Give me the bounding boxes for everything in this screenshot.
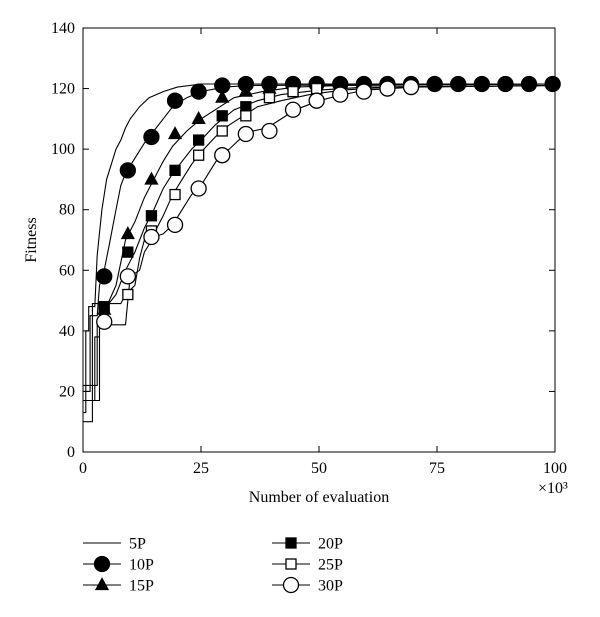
data-point-15p xyxy=(144,171,159,185)
y-tick-label: 0 xyxy=(67,444,75,461)
legend-item-10p: 10P xyxy=(83,555,154,574)
data-point-30p xyxy=(379,80,396,97)
data-point-15p xyxy=(215,89,230,103)
data-point-30p xyxy=(119,268,136,285)
data-point-25p xyxy=(169,188,181,201)
data-point-30p xyxy=(308,92,325,109)
data-point-30p xyxy=(261,122,278,140)
legend-label-20p: 20P xyxy=(318,536,343,553)
y-tick-label: 100 xyxy=(51,141,75,158)
data-point-25p xyxy=(310,82,323,95)
legend-marker-15p xyxy=(94,577,110,591)
series-line-5p xyxy=(83,83,555,414)
data-point-15p xyxy=(167,126,183,140)
legend-label-30p: 30P xyxy=(318,578,343,595)
x-tick-label: 75 xyxy=(429,460,445,477)
legend-marker-10p xyxy=(93,555,111,573)
legend-marker-30p xyxy=(282,576,300,594)
data-point-30p xyxy=(402,78,420,96)
data-point-20p xyxy=(216,110,228,122)
data-point-25p xyxy=(240,110,252,122)
x-tick-label: 0 xyxy=(79,460,87,477)
y-tick-label: 40 xyxy=(59,323,75,340)
legend: 5P 10P 15P 20P 25P 30P xyxy=(83,536,343,595)
data-point-25p xyxy=(192,149,205,161)
legend-item-5p: 5P xyxy=(83,536,146,553)
data-point-10p xyxy=(450,75,467,93)
data-point-10p xyxy=(473,75,490,93)
data-point-15p xyxy=(238,83,253,97)
data-point-30p xyxy=(284,101,302,118)
y-tick-label: 120 xyxy=(51,81,75,98)
y-tick-label: 140 xyxy=(51,20,75,37)
data-point-10p xyxy=(497,75,514,93)
data-point-20p xyxy=(122,246,134,258)
data-point-20p xyxy=(98,300,110,313)
data-point-25p xyxy=(216,125,228,137)
data-point-30p xyxy=(355,83,372,100)
x-tick-label: 25 xyxy=(193,460,209,477)
x-tick-label: 100 xyxy=(543,460,567,477)
data-point-10p xyxy=(119,162,136,179)
series-markers xyxy=(96,75,561,330)
data-point-30p xyxy=(96,313,113,330)
data-point-10p xyxy=(426,75,443,93)
data-point-10p xyxy=(166,92,184,109)
data-point-30p xyxy=(143,228,160,246)
data-point-30p xyxy=(237,125,254,143)
x-axis-label: Number of evaluation xyxy=(249,489,389,506)
data-point-15p xyxy=(120,226,135,240)
data-point-20p xyxy=(169,164,181,176)
data-point-25p xyxy=(287,85,299,98)
data-point-10p xyxy=(190,83,207,100)
legend-marker-20p xyxy=(285,537,297,549)
data-point-15p xyxy=(191,110,206,125)
legend-item-15p: 15P xyxy=(83,577,154,595)
data-point-30p xyxy=(190,180,207,197)
data-point-25p xyxy=(122,288,134,301)
y-tick-label: 60 xyxy=(59,262,75,279)
legend-item-30p: 30P xyxy=(272,576,343,595)
data-point-30p xyxy=(214,147,231,164)
data-point-30p xyxy=(166,216,184,234)
legend-item-25p: 25P xyxy=(272,557,343,574)
data-point-10p xyxy=(520,75,538,93)
x-axis-multiplier: ×10³ xyxy=(538,480,568,497)
data-point-10p xyxy=(544,75,561,93)
legend-marker-25p xyxy=(285,558,297,570)
data-point-25p xyxy=(263,92,276,104)
x-tick-label: 50 xyxy=(311,460,327,477)
y-tick-label: 20 xyxy=(59,383,75,400)
data-point-20p xyxy=(192,134,205,146)
legend-item-20p: 20P xyxy=(272,536,343,553)
legend-label-5p: 5P xyxy=(129,536,146,553)
y-axis-label: Fitness xyxy=(23,217,40,262)
legend-label-10p: 10P xyxy=(129,557,154,574)
data-point-10p xyxy=(143,128,160,146)
data-point-10p xyxy=(96,268,113,285)
legend-label-15p: 15P xyxy=(129,578,154,595)
data-point-30p xyxy=(332,86,349,103)
data-point-20p xyxy=(145,210,158,222)
y-tick-label: 80 xyxy=(59,202,75,219)
legend-label-25p: 25P xyxy=(318,557,343,574)
axis-ticks: 0 25 50 75 100 0 20 40 60 80 100 120 140 xyxy=(51,20,567,477)
